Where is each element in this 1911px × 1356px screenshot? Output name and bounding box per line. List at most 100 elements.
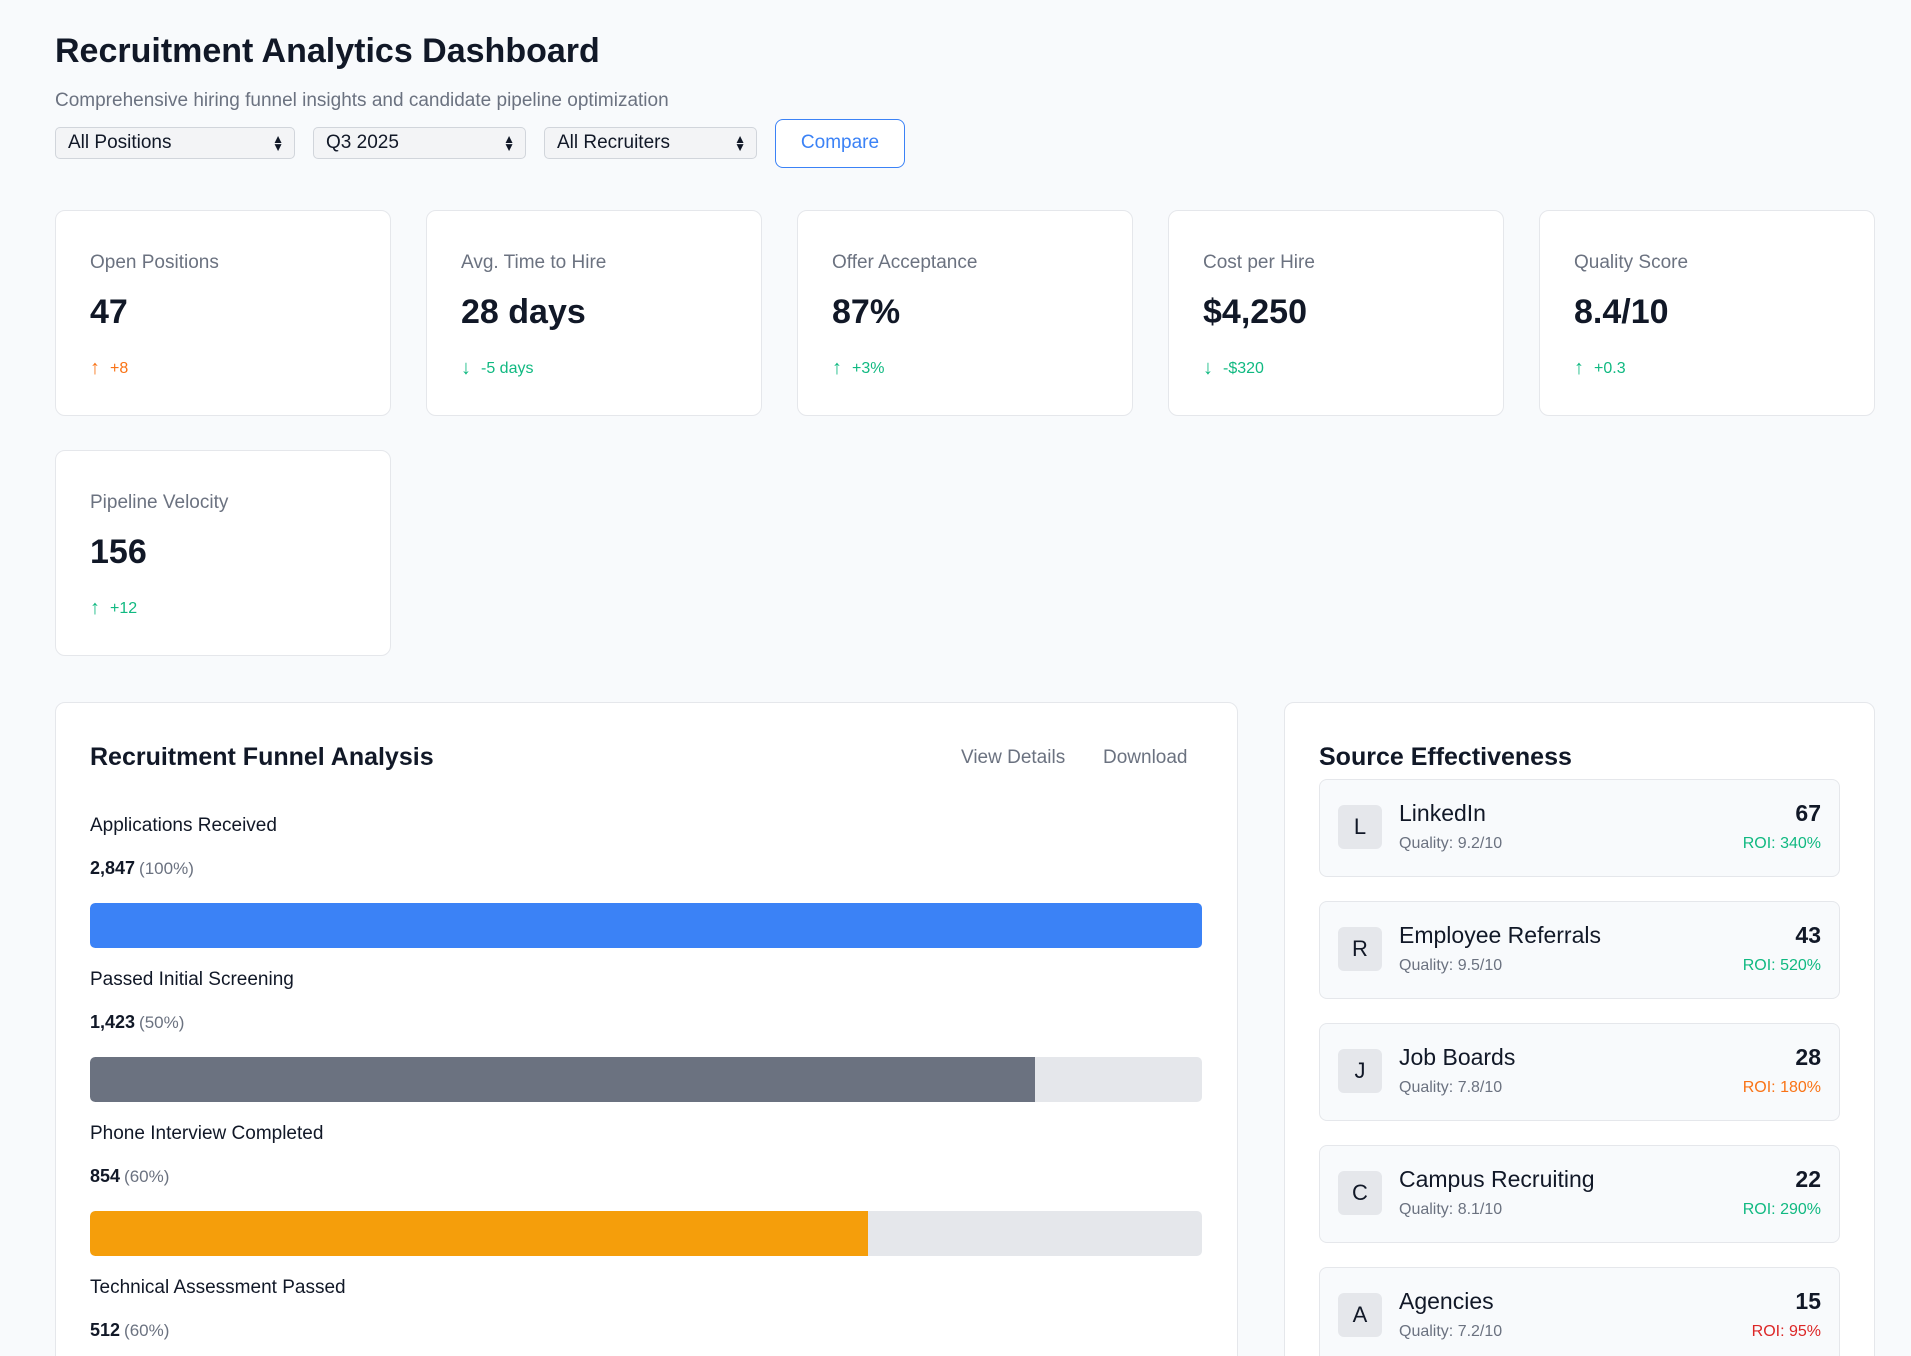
kpi-card-open-positions: Open Positions 47 ↑ +8 <box>55 210 391 416</box>
source-initial-badge: L <box>1338 805 1382 849</box>
source-item-job-boards[interactable]: J Job Boards Quality: 7.8/10 28 ROI: 180… <box>1319 1023 1840 1121</box>
source-hires: 22 <box>1795 1166 1821 1192</box>
stage-name: Passed Initial Screening <box>90 969 294 990</box>
stage-bar-fill <box>90 1057 1036 1102</box>
kpi-delta: ↑ +0.3 <box>1574 357 1626 380</box>
stage-percent: (60%) <box>124 1167 170 1186</box>
source-effectiveness-title: Source Effectiveness <box>1319 743 1572 771</box>
kpi-value: 28 days <box>461 293 586 331</box>
kpi-card-pipeline-velocity: Pipeline Velocity 156 ↑ +12 <box>55 450 391 656</box>
source-quality: Quality: 9.2/10 <box>1399 835 1503 852</box>
kpi-label: Offer Acceptance <box>832 252 978 273</box>
kpi-delta-value: +12 <box>110 599 138 617</box>
stage-bar-fill <box>90 1211 869 1256</box>
download-link[interactable]: Download <box>1103 747 1188 768</box>
stage-bar-fill <box>90 903 1202 948</box>
stage-count: 512 (60%) <box>90 1320 169 1341</box>
kpi-value: 8.4/10 <box>1574 293 1669 331</box>
kpi-value: $4,250 <box>1203 293 1307 331</box>
stage-percent: (50%) <box>139 1013 185 1032</box>
source-name: Campus Recruiting <box>1399 1166 1595 1192</box>
source-quality: Quality: 8.1/10 <box>1399 1201 1503 1218</box>
stage-bar-track <box>90 1211 1202 1256</box>
source-hires: 67 <box>1795 800 1821 826</box>
arrow-up-icon: ↑ <box>832 357 842 379</box>
source-name: Job Boards <box>1399 1044 1516 1070</box>
kpi-label: Avg. Time to Hire <box>461 252 607 273</box>
source-initial-badge: C <box>1338 1171 1382 1215</box>
source-name: Employee Referrals <box>1399 922 1601 948</box>
arrow-down-icon: ↓ <box>1203 357 1213 379</box>
stage-count-value: 1,423 <box>90 1012 136 1032</box>
source-item-employee-referrals[interactable]: R Employee Referrals Quality: 9.5/10 43 … <box>1319 901 1840 999</box>
source-name: Agencies <box>1399 1288 1494 1314</box>
source-hires: 28 <box>1795 1044 1821 1070</box>
source-item-agencies[interactable]: A Agencies Quality: 7.2/10 15 ROI: 95% <box>1319 1267 1840 1356</box>
stage-percent: (100%) <box>139 859 194 878</box>
select-arrows-icon: ▲ ▼ <box>272 132 284 154</box>
source-hires: 15 <box>1795 1288 1821 1314</box>
page-title: Recruitment Analytics Dashboard <box>55 32 600 70</box>
kpi-value: 47 <box>90 293 128 331</box>
kpi-delta-value: +0.3 <box>1594 359 1626 377</box>
kpi-delta-value: -$320 <box>1223 359 1264 377</box>
kpi-label: Open Positions <box>90 252 219 273</box>
positions-select-value: All Positions <box>68 132 172 153</box>
kpi-card-time-to-hire: Avg. Time to Hire 28 days ↓ -5 days <box>426 210 762 416</box>
funnel-panel: Recruitment Funnel Analysis View Details… <box>55 702 1238 1356</box>
source-item-linkedin[interactable]: L LinkedIn Quality: 9.2/10 67 ROI: 340% <box>1319 779 1840 877</box>
source-quality: Quality: 7.2/10 <box>1399 1323 1503 1340</box>
source-roi: ROI: 95% <box>1751 1323 1821 1340</box>
stage-percent: (60%) <box>124 1321 170 1340</box>
stage-bar-track <box>90 1057 1202 1102</box>
stage-bar-track <box>90 903 1202 948</box>
stage-count: 1,423 (50%) <box>90 1012 184 1033</box>
period-select[interactable]: Q3 2025 ▲ ▼ <box>313 127 526 159</box>
source-effectiveness-panel: Source Effectiveness L LinkedIn Quality:… <box>1284 702 1875 1356</box>
source-initial-badge: A <box>1338 1293 1382 1337</box>
funnel-title: Recruitment Funnel Analysis <box>90 743 434 771</box>
arrow-up-icon: ↑ <box>1574 357 1584 379</box>
source-roi: ROI: 290% <box>1742 1201 1821 1218</box>
kpi-delta: ↓ -$320 <box>1203 357 1264 380</box>
positions-select[interactable]: All Positions ▲ ▼ <box>55 127 295 159</box>
stage-count-value: 2,847 <box>90 858 136 878</box>
stage-name: Applications Received <box>90 815 277 836</box>
source-roi: ROI: 180% <box>1742 1079 1821 1096</box>
kpi-value: 87% <box>832 293 901 331</box>
source-name: LinkedIn <box>1399 800 1486 826</box>
kpi-label: Cost per Hire <box>1203 252 1315 273</box>
source-hires: 43 <box>1795 922 1821 948</box>
stage-count: 854 (60%) <box>90 1166 169 1187</box>
kpi-card-offer-acceptance: Offer Acceptance 87% ↑ +3% <box>797 210 1133 416</box>
recruiters-select-value: All Recruiters <box>557 132 670 153</box>
filter-bar: All Positions ▲ ▼ Q3 2025 ▲ ▼ All Recruite… <box>55 118 905 168</box>
kpi-delta: ↑ +8 <box>90 357 128 380</box>
kpi-delta-value: -5 days <box>481 359 534 377</box>
source-initial-badge: J <box>1338 1049 1382 1093</box>
compare-button[interactable]: Compare <box>775 118 905 168</box>
arrow-down-icon: ↓ <box>461 357 471 379</box>
stage-count: 2,847 (100%) <box>90 858 194 879</box>
stage-name: Technical Assessment Passed <box>90 1277 346 1298</box>
source-item-campus-recruiting[interactable]: C Campus Recruiting Quality: 8.1/10 22 R… <box>1319 1145 1840 1243</box>
stage-count-value: 512 <box>90 1320 121 1340</box>
kpi-card-quality-score: Quality Score 8.4/10 ↑ +0.3 <box>1539 210 1875 416</box>
stage-count-value: 854 <box>90 1166 121 1186</box>
select-arrows-icon: ▲ ▼ <box>503 132 515 154</box>
source-quality: Quality: 7.8/10 <box>1399 1079 1503 1096</box>
view-details-link[interactable]: View Details <box>961 747 1066 768</box>
kpi-card-cost-per-hire: Cost per Hire $4,250 ↓ -$320 <box>1168 210 1504 416</box>
recruiters-select[interactable]: All Recruiters ▲ ▼ <box>544 127 757 159</box>
source-roi: ROI: 340% <box>1742 835 1821 852</box>
select-arrows-icon: ▲ ▼ <box>734 132 746 154</box>
stage-name: Phone Interview Completed <box>90 1123 324 1144</box>
arrow-up-icon: ↑ <box>90 357 100 379</box>
kpi-delta: ↑ +12 <box>90 597 137 620</box>
kpi-label: Quality Score <box>1574 252 1689 273</box>
arrow-up-icon: ↑ <box>90 597 100 619</box>
kpi-label: Pipeline Velocity <box>90 492 229 513</box>
kpi-delta: ↓ -5 days <box>461 357 533 380</box>
kpi-value: 156 <box>90 533 147 571</box>
source-initial-badge: R <box>1338 927 1382 971</box>
